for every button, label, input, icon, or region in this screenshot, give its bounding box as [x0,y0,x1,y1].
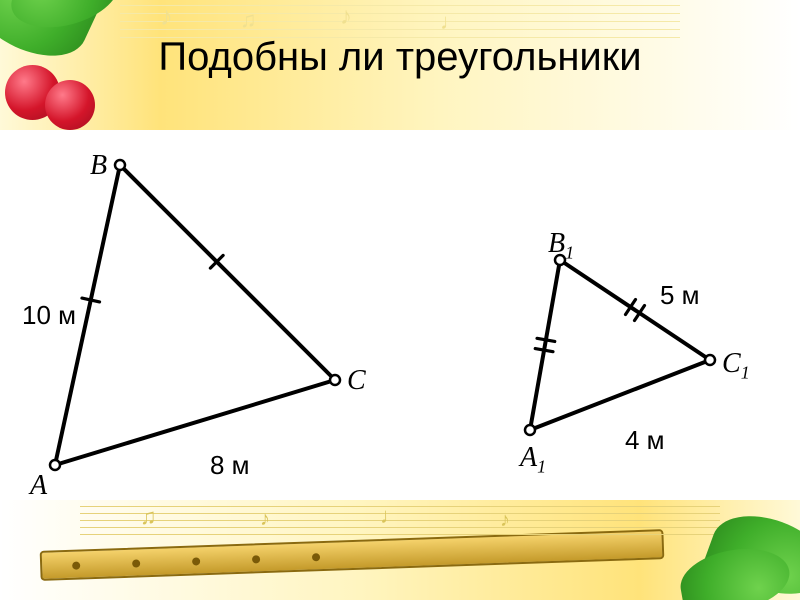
vertex-label-A1: A1 [520,442,546,478]
music-staff-icon: ♫ ♪ ♩ ♪ [80,506,720,546]
bottom-band: ♫ ♪ ♩ ♪ [0,500,800,600]
slide: ♪ ♫ ♪ ♩ Подобны ли треугольники B C A 10… [0,0,800,600]
page-title: Подобны ли треугольники [0,35,800,80]
vertex-label-C: C [347,365,366,397]
side-label-B1C1: 5 м [660,280,700,311]
side-label-AB: 10 м [22,300,76,331]
vertex-label-B1: B1 [548,228,574,264]
vertex-label-B: B [90,150,107,182]
vertex-label-C1: C1 [722,348,750,384]
side-label-AC: 8 м [210,450,250,481]
cherry-icon [45,80,95,130]
triangles-svg [0,130,800,500]
side-label-A1C1: 4 м [625,425,665,456]
diagram-area: B C A 10 м 8 м B1 C1 A1 5 м 4 м [0,130,800,500]
vertex-label-A: A [30,470,47,502]
